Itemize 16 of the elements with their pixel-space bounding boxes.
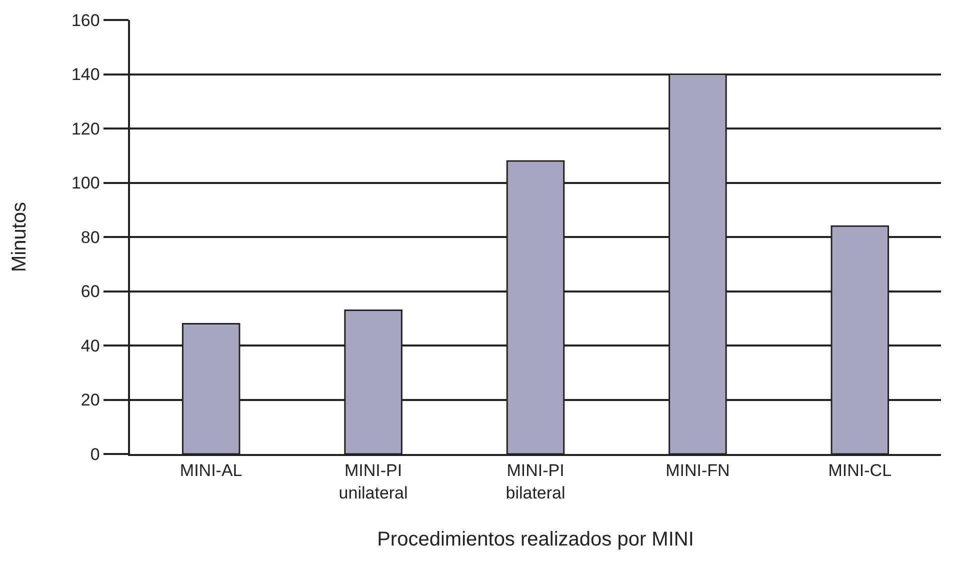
x-tick-label: MINI-PI unilateral — [338, 461, 408, 502]
y-tick-label: 140 — [71, 65, 100, 84]
y-tick-label: 80 — [80, 228, 100, 247]
y-tick-label: 60 — [80, 282, 100, 302]
x-tick-label: MINI-FN — [666, 461, 730, 480]
y-tick-label: 20 — [80, 390, 100, 410]
y-tick-label: 0 — [90, 444, 100, 464]
x-axis-title: Procedimientos realizados por MINI — [377, 528, 694, 550]
x-tick-label: MINI-CL — [828, 461, 892, 480]
y-tick-label: 100 — [71, 174, 100, 193]
y-tick-label: 120 — [71, 119, 100, 138]
y-tick-label: 160 — [71, 10, 100, 30]
x-tick-label: MINI-PI bilateral — [506, 461, 566, 502]
y-tick-label: 40 — [80, 336, 100, 356]
x-tick-label: MINI-AL — [180, 461, 242, 480]
y-axis-title: Minutos — [8, 202, 30, 272]
